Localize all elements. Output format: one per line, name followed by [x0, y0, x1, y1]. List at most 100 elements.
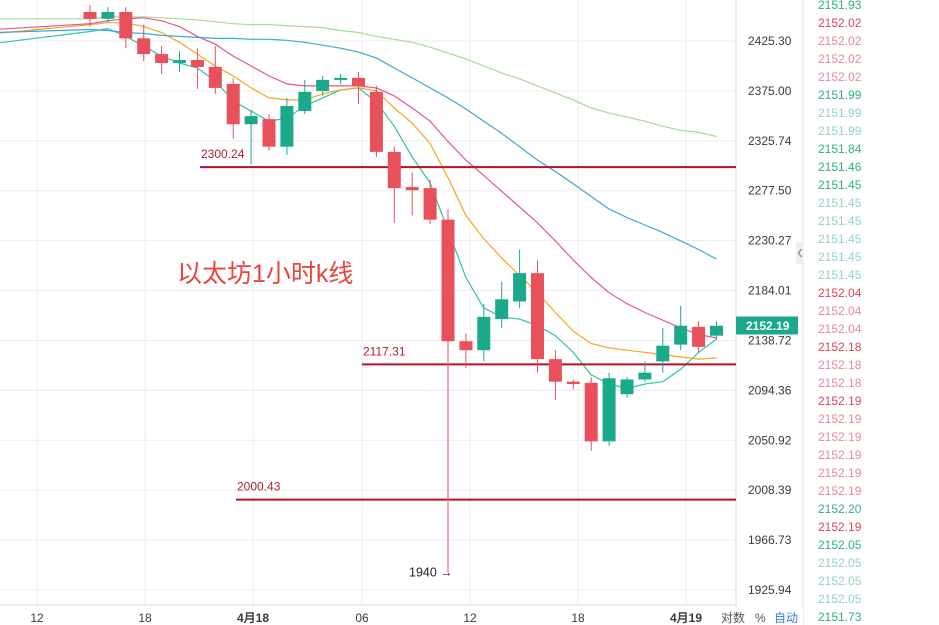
candle-down[interactable]	[423, 188, 437, 220]
trade-value-cell: 2152.18	[818, 358, 862, 372]
low-price-annotation: 1940 →	[409, 566, 453, 580]
candle-up[interactable]	[173, 60, 186, 63]
trade-value-cell: 2151.45	[818, 178, 862, 192]
trade-value-cell: 2151.93	[818, 0, 862, 12]
candle-up[interactable]	[602, 378, 616, 442]
trade-value-cell: 2152.19	[818, 430, 862, 444]
candle-down[interactable]	[441, 219, 455, 342]
candle-up[interactable]	[280, 105, 294, 147]
horizontal-level-label: 2300.24	[201, 147, 245, 161]
candle-down[interactable]	[262, 119, 276, 147]
candle-down[interactable]	[566, 381, 580, 384]
candle-down[interactable]	[155, 54, 169, 63]
trade-value-cell: 2151.46	[818, 160, 862, 174]
trade-value-cell: 2152.20	[818, 502, 862, 516]
axis-controls-bg	[716, 607, 803, 625]
candle-up[interactable]	[638, 372, 652, 380]
trade-value-cell: 2151.45	[818, 268, 862, 282]
trade-value-cell: 2152.05	[818, 556, 862, 570]
candle-up[interactable]	[334, 77, 348, 80]
auto-scale-toggle[interactable]: 自动	[774, 611, 798, 625]
candle-down[interactable]	[369, 91, 383, 152]
trade-value-cell: 2152.19	[818, 520, 862, 534]
candle-up[interactable]	[495, 299, 509, 320]
trade-value-cell: 2152.18	[818, 340, 862, 354]
trade-value-cell: 2152.19	[818, 466, 862, 480]
price-tick-label: 2230.27	[748, 234, 792, 248]
candle-down[interactable]	[226, 83, 240, 125]
chart-title: 以太坊1小时k线	[177, 260, 353, 288]
candle-down[interactable]	[459, 341, 473, 351]
trade-value-cell: 2152.18	[818, 376, 862, 390]
candle-up[interactable]	[710, 325, 723, 336]
candle-up[interactable]	[656, 345, 670, 362]
trade-value-cell: 2151.45	[818, 214, 862, 228]
trade-value-cell: 2151.84	[818, 142, 862, 156]
time-tick-label: 18	[138, 611, 152, 625]
time-tick-label: 06	[355, 611, 369, 625]
trade-value-cell: 2151.99	[818, 124, 862, 138]
candle-up[interactable]	[244, 116, 258, 125]
time-tick-label: 12	[463, 611, 477, 625]
candle-down[interactable]	[584, 382, 598, 442]
candle-down[interactable]	[83, 12, 97, 19]
trade-value-cell: 2152.19	[818, 412, 862, 426]
percent-scale-toggle[interactable]: %	[755, 611, 766, 625]
candle-down[interactable]	[548, 359, 562, 382]
price-tick-label: 2375.00	[748, 84, 792, 98]
moving-average-line-3	[0, 17, 717, 339]
trade-value-cell: 2151.45	[818, 232, 862, 246]
horizontal-level-label: 2000.43	[237, 480, 281, 494]
log-scale-toggle[interactable]: 对数	[721, 610, 745, 625]
candle-down[interactable]	[208, 66, 222, 88]
price-tick-label: 2008.39	[748, 483, 792, 497]
price-tick-label: 2094.36	[748, 383, 792, 397]
candle-up[interactable]	[298, 91, 312, 112]
price-tick-label: 1966.73	[748, 533, 792, 547]
horizontal-level-label: 2117.31	[363, 344, 406, 358]
candle-down[interactable]	[692, 326, 706, 347]
trade-value-cell: 2152.04	[818, 286, 862, 300]
trade-value-cell: 2152.19	[818, 448, 862, 462]
trade-value-cell: 2152.02	[818, 34, 862, 48]
trade-value-cell: 2151.73	[818, 610, 862, 624]
time-tick-label: 18	[571, 611, 585, 625]
trade-value-cell: 2152.02	[818, 70, 862, 84]
trade-value-cell: 2152.02	[818, 16, 862, 30]
candle-down[interactable]	[352, 77, 365, 86]
candle-up[interactable]	[674, 325, 688, 345]
price-tick-label: 1925.94	[748, 583, 792, 597]
trade-value-cell: 2151.99	[818, 106, 862, 120]
trade-value-cell: 2152.05	[818, 538, 862, 552]
candle-down[interactable]	[387, 151, 401, 189]
candle-up[interactable]	[513, 273, 527, 302]
trade-value-cell: 2152.05	[818, 592, 862, 606]
price-tick-label: 2138.72	[748, 333, 792, 347]
time-tick-label: 4月18	[237, 611, 269, 625]
price-tick-label: 2184.01	[748, 284, 792, 298]
candle-up[interactable]	[101, 12, 115, 19]
time-tick-label: 12	[30, 611, 44, 625]
moving-average-line-2	[0, 22, 717, 360]
candle-down[interactable]	[190, 60, 204, 67]
moving-average-line-5	[0, 16, 717, 138]
collapse-handle[interactable]	[796, 242, 803, 264]
candle-down[interactable]	[119, 12, 133, 39]
trade-value-cell: 2151.45	[818, 250, 862, 264]
trade-value-cell: 2152.05	[818, 574, 862, 588]
trade-value-cell: 2151.99	[818, 88, 862, 102]
trade-value-cell: 2152.19	[818, 394, 862, 408]
candle-down[interactable]	[137, 38, 151, 55]
last-price-label: 2152.19	[746, 319, 790, 333]
time-tick-label: 4月19	[670, 611, 702, 625]
chevron-left-icon[interactable]	[797, 248, 802, 258]
candle-up[interactable]	[316, 79, 330, 91]
candle-up[interactable]	[477, 316, 491, 351]
candle-down[interactable]	[531, 273, 544, 360]
candle-down[interactable]	[405, 187, 419, 191]
trade-value-cell: 2152.19	[818, 484, 862, 498]
candle-up[interactable]	[620, 379, 634, 395]
price-tick-label: 2050.92	[748, 433, 792, 447]
price-tick-label: 2277.50	[748, 184, 792, 198]
